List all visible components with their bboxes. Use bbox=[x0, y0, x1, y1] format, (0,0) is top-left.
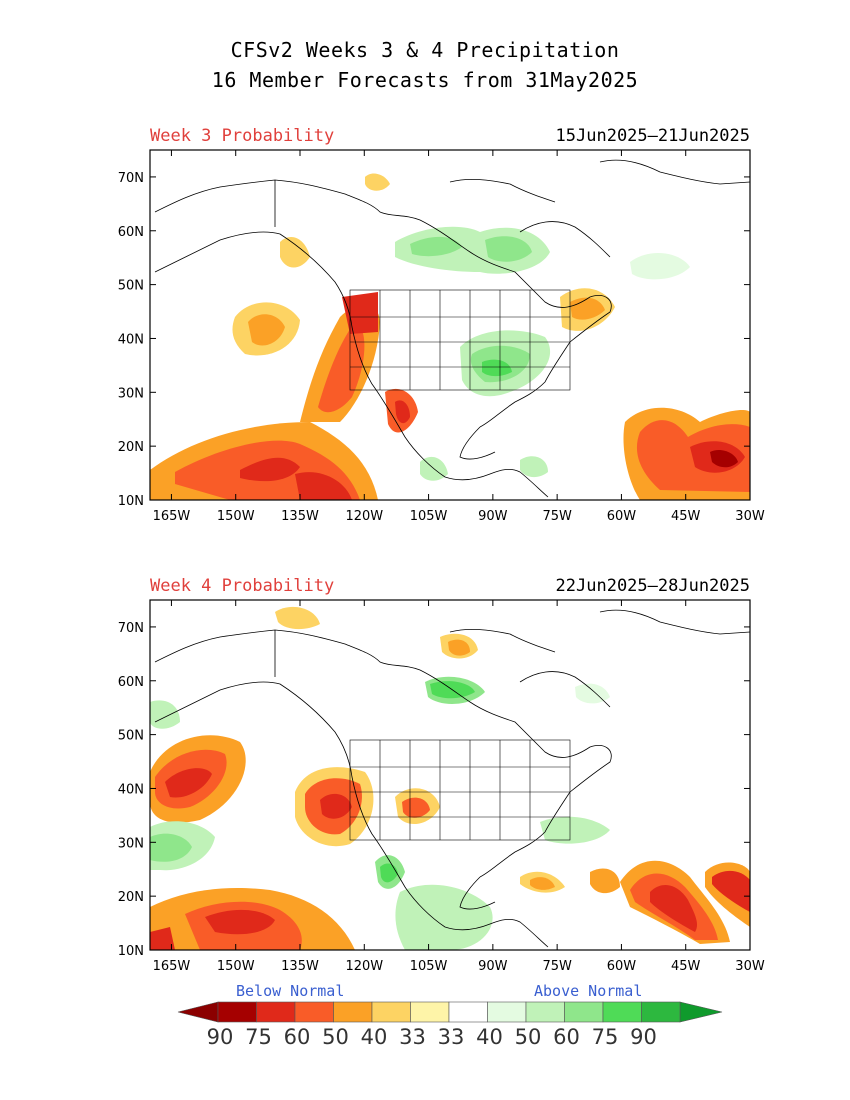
legend-below-normal-label: Below Normal bbox=[236, 982, 345, 1000]
week4-dates: 22Jun2025—28Jun2025 bbox=[555, 576, 750, 596]
week3-map: 70N 60N 50N 40N 30N 20N 10N 165W 150W 135W 120W 10… bbox=[118, 149, 765, 522]
legend-arrow-right bbox=[679, 1001, 723, 1023]
week4-coastlines bbox=[154, 609, 750, 948]
week3-coastlines bbox=[154, 159, 750, 498]
week4-state-borders bbox=[349, 739, 571, 841]
lon-tick-label: 45W bbox=[671, 959, 701, 972]
week3-label: Week 3 Probability bbox=[150, 126, 335, 146]
legend-swatch bbox=[333, 1001, 373, 1023]
legend-swatch bbox=[217, 1001, 257, 1023]
lat-tick-label: 70N bbox=[118, 621, 144, 636]
lon-tick-label: 60W bbox=[607, 959, 637, 972]
legend-swatch bbox=[525, 1001, 565, 1023]
lon-tick-label: 165W bbox=[153, 959, 191, 972]
legend-arrow-left bbox=[177, 1001, 219, 1023]
lat-tick-label: 30N bbox=[118, 386, 144, 401]
legend-swatch bbox=[602, 1001, 642, 1023]
lon-tick-label: 150W bbox=[217, 509, 255, 522]
legend-value: 75 bbox=[592, 1025, 619, 1049]
lon-tick-label: 60W bbox=[607, 509, 637, 522]
legend-colorbar: 90 75 60 50 40 33 33 40 50 60 75 90 bbox=[177, 1001, 723, 1049]
legend-value: 90 bbox=[630, 1025, 657, 1049]
legend-swatch bbox=[256, 1001, 296, 1023]
lon-tick-label: 150W bbox=[217, 959, 255, 972]
legend-swatch bbox=[641, 1001, 681, 1023]
lon-tick-label: 105W bbox=[410, 959, 448, 972]
lat-tick-label: 10N bbox=[118, 494, 144, 509]
lon-tick-label: 90W bbox=[478, 509, 508, 522]
legend-value: 33 bbox=[399, 1025, 426, 1049]
lat-tick-label: 40N bbox=[118, 782, 144, 797]
lon-tick-label: 45W bbox=[671, 509, 701, 522]
lon-tick-label: 75W bbox=[542, 509, 572, 522]
legend-value: 40 bbox=[361, 1025, 388, 1049]
lon-tick-label: 165W bbox=[153, 509, 191, 522]
lon-tick-label: 135W bbox=[281, 959, 319, 972]
figure-title: CFSv2 Weeks 3 & 4 Precipitation bbox=[230, 38, 620, 62]
legend-value: 33 bbox=[438, 1025, 465, 1049]
legend-swatch bbox=[294, 1001, 334, 1023]
week3-dates: 15Jun2025—21Jun2025 bbox=[555, 126, 750, 146]
lat-tick-label: 50N bbox=[118, 729, 144, 744]
lat-tick-label: 30N bbox=[118, 836, 144, 851]
lon-tick-label: 105W bbox=[410, 509, 448, 522]
legend: Below Normal Above Normal 90 75 60 50 40 33 33… bbox=[0, 978, 850, 1058]
lon-tick-label: 120W bbox=[345, 509, 383, 522]
legend-swatch bbox=[410, 1001, 450, 1023]
lon-tick-label: 135W bbox=[281, 509, 319, 522]
legend-value: 75 bbox=[245, 1025, 272, 1049]
legend-swatch bbox=[487, 1001, 527, 1023]
lat-tick-label: 70N bbox=[118, 171, 144, 186]
week4-frame bbox=[149, 599, 751, 951]
week3-frame bbox=[149, 149, 751, 501]
week3-probability-field bbox=[150, 173, 750, 500]
legend-value: 50 bbox=[322, 1025, 349, 1049]
legend-swatch bbox=[371, 1001, 411, 1023]
week4-panel: Week 4 Probability 22Jun2025—28Jun2025 bbox=[0, 572, 850, 972]
lon-tick-label: 30W bbox=[735, 509, 765, 522]
lon-tick-label: 75W bbox=[542, 959, 572, 972]
week4-map: 70N 60N 50N 40N 30N 20N 10N 165W 150W 135W 120W 10… bbox=[118, 599, 765, 972]
lat-tick-label: 60N bbox=[118, 225, 144, 240]
week3-lon-ticks: 165W 150W 135W 120W 105W 90W 75W 60W 45W 30W bbox=[153, 150, 765, 522]
legend-above-normal-label: Above Normal bbox=[534, 982, 643, 1000]
figure-subtitle: 16 Member Forecasts from 31May2025 bbox=[211, 68, 639, 92]
lat-tick-label: 40N bbox=[118, 332, 144, 347]
lat-tick-label: 20N bbox=[118, 440, 144, 455]
week4-label: Week 4 Probability bbox=[150, 576, 335, 596]
week3-panel: Week 3 Probability 15Jun2025—21Jun2025 bbox=[0, 122, 850, 522]
lat-tick-label: 20N bbox=[118, 890, 144, 905]
legend-value: 60 bbox=[553, 1025, 580, 1049]
lat-tick-label: 60N bbox=[118, 675, 144, 690]
lon-tick-label: 90W bbox=[478, 959, 508, 972]
lon-tick-label: 30W bbox=[735, 959, 765, 972]
week4-lon-ticks: 165W 150W 135W 120W 105W 90W 75W 60W 45W 30W bbox=[153, 600, 765, 972]
lat-tick-label: 10N bbox=[118, 944, 144, 959]
legend-swatch bbox=[564, 1001, 604, 1023]
legend-swatch bbox=[448, 1001, 488, 1023]
legend-value: 90 bbox=[207, 1025, 234, 1049]
week4-lat-ticks: 70N 60N 50N 40N 30N 20N 10N bbox=[118, 621, 750, 959]
legend-value: 60 bbox=[284, 1025, 311, 1049]
week3-state-borders bbox=[349, 289, 571, 391]
week3-lat-ticks: 70N 60N 50N 40N 30N 20N 10N bbox=[118, 171, 750, 509]
lon-tick-label: 120W bbox=[345, 959, 383, 972]
week4-probability-field bbox=[150, 606, 750, 950]
legend-value: 40 bbox=[476, 1025, 503, 1049]
legend-value: 50 bbox=[515, 1025, 542, 1049]
lat-tick-label: 50N bbox=[118, 279, 144, 294]
